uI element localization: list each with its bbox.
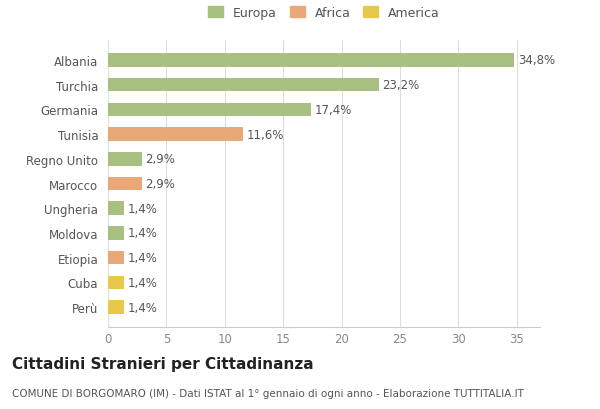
Bar [108, 301, 124, 314]
Bar [108, 177, 142, 191]
Text: 1,4%: 1,4% [128, 252, 158, 265]
Text: 11,6%: 11,6% [247, 128, 284, 141]
Bar [108, 276, 124, 290]
Bar [108, 251, 124, 265]
Bar [108, 128, 244, 142]
Text: 23,2%: 23,2% [382, 79, 419, 92]
Legend: Europa, Africa, America: Europa, Africa, America [205, 3, 443, 23]
Text: 2,9%: 2,9% [145, 153, 175, 166]
Bar [108, 79, 379, 92]
Text: 1,4%: 1,4% [128, 202, 158, 215]
Bar [108, 202, 124, 216]
Text: 2,9%: 2,9% [145, 178, 175, 191]
Text: 34,8%: 34,8% [518, 54, 555, 67]
Bar [108, 153, 142, 166]
Text: 1,4%: 1,4% [128, 276, 158, 289]
Bar [108, 103, 311, 117]
Bar [108, 54, 514, 67]
Text: 1,4%: 1,4% [128, 301, 158, 314]
Text: Cittadini Stranieri per Cittadinanza: Cittadini Stranieri per Cittadinanza [12, 356, 314, 371]
Text: COMUNE DI BORGOMARO (IM) - Dati ISTAT al 1° gennaio di ogni anno - Elaborazione : COMUNE DI BORGOMARO (IM) - Dati ISTAT al… [12, 389, 524, 398]
Text: 1,4%: 1,4% [128, 227, 158, 240]
Text: 17,4%: 17,4% [314, 103, 352, 117]
Bar [108, 227, 124, 240]
